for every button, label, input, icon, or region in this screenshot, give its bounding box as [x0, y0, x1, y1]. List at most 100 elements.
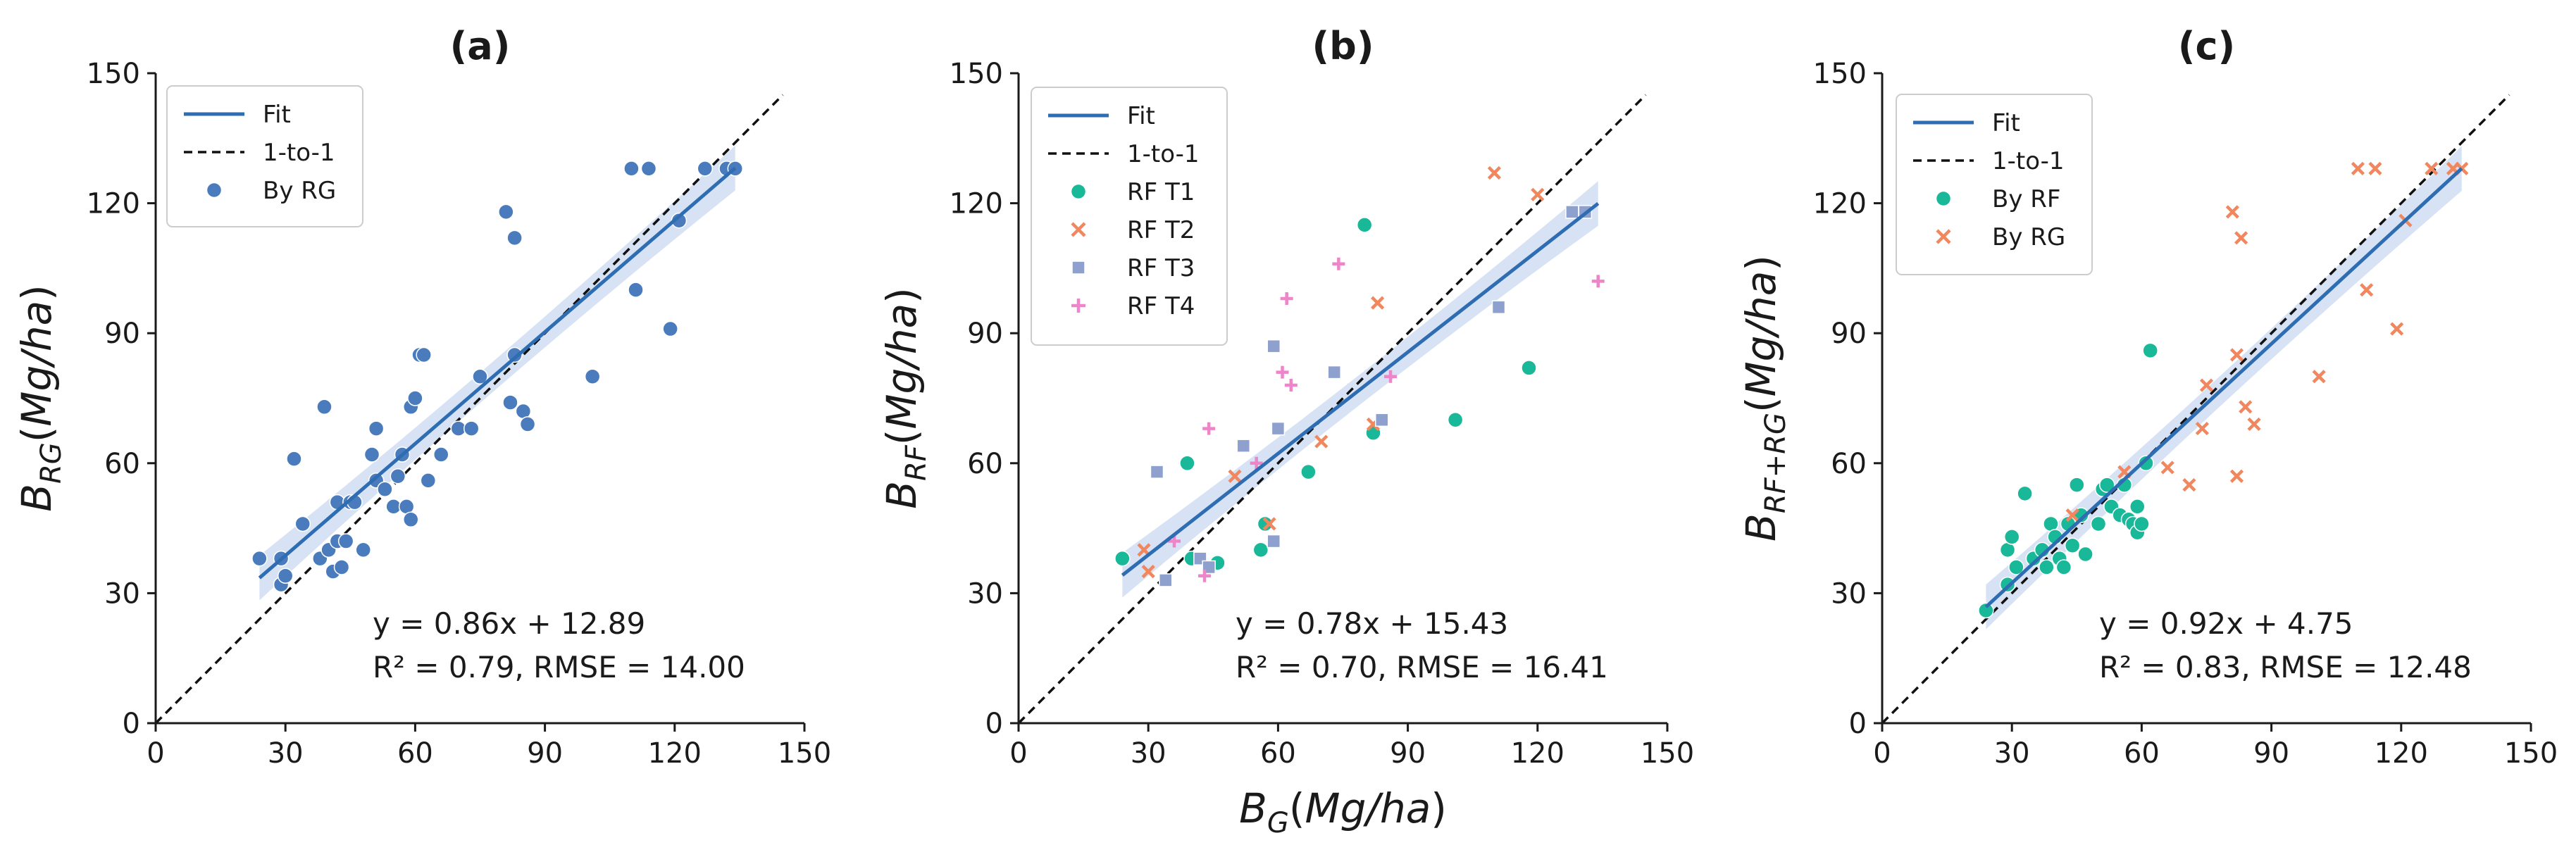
- series-rf-t4: [1168, 257, 1605, 582]
- data-point: [1327, 365, 1341, 380]
- data-point: [463, 420, 480, 437]
- y-tick-label: 90: [104, 318, 140, 350]
- panel-title: (a): [450, 24, 511, 68]
- one-to-one-line: [154, 94, 784, 725]
- data-point: [640, 161, 657, 177]
- y-tick-label: 120: [1813, 188, 1867, 220]
- data-point: [519, 416, 536, 432]
- panel-2: 00 30 30 60 60 90 90 120 120 150 150 (b) BRF(Mg/ha) B…: [878, 24, 1694, 839]
- data-point: [1198, 569, 1212, 582]
- y-tick-label: 90: [967, 318, 1003, 350]
- legend-entry: Fit: [263, 101, 291, 129]
- x-tick-label: 120: [2375, 737, 2428, 770]
- data-point: [584, 368, 601, 384]
- y-tick-label: 30: [967, 577, 1003, 610]
- data-point: [1114, 550, 1131, 567]
- y-tick-label: 150: [87, 58, 140, 90]
- data-point: [277, 568, 294, 584]
- data-point: [407, 390, 423, 406]
- x-tick-label: 90: [1390, 737, 1426, 770]
- x-tick-label: 60: [397, 737, 433, 770]
- data-point: [2368, 161, 2382, 175]
- data-point: [377, 481, 393, 497]
- data-point: [628, 282, 644, 298]
- data-point: [2425, 161, 2439, 175]
- fit-line: [258, 166, 737, 580]
- fit-equation: y = 0.86x + 12.89: [373, 606, 645, 641]
- data-point: [416, 346, 432, 363]
- data-point: [502, 394, 518, 411]
- data-point: [1487, 165, 1501, 180]
- data-point: [2390, 322, 2404, 336]
- panel-1: 00 30 30 60 60 90 90 120 120 150 150 (a) BRG(Mg/ha) y…: [13, 24, 831, 770]
- data-point: [1271, 421, 1286, 436]
- x-tick-label: 0: [1009, 737, 1027, 770]
- panel-3: 00 30 30 60 60 90 90 120 120 150 150 (c) BRF+RG(Mg/h…: [1737, 24, 2558, 770]
- y-tick-label: 30: [104, 577, 140, 610]
- x-tick-label: 120: [1511, 737, 1564, 770]
- legend: Fit 1-to-1 By RG: [166, 85, 363, 227]
- data-point: [2017, 485, 2033, 502]
- data-point: [1280, 292, 1293, 305]
- data-point: [2312, 370, 2326, 384]
- legend-marker: [1935, 190, 1952, 207]
- y-tick-label: 90: [1831, 318, 1867, 350]
- data-point: [662, 320, 678, 337]
- data-point: [1356, 217, 1373, 233]
- data-point: [286, 451, 302, 467]
- legend-marker: [1936, 229, 1951, 244]
- data-point: [2003, 529, 2020, 545]
- data-point: [2134, 515, 2150, 532]
- x-tick-label: 150: [2504, 737, 2558, 770]
- y-tick-label: 150: [950, 58, 1003, 90]
- data-point: [2065, 508, 2079, 522]
- data-point: [316, 399, 332, 415]
- data-point: [2247, 417, 2261, 432]
- data-point: [1257, 515, 1274, 532]
- data-point: [2077, 546, 2093, 563]
- data-point: [1314, 434, 1329, 449]
- fit-equation: y = 0.92x + 4.75: [2099, 606, 2353, 641]
- data-point: [2039, 559, 2055, 575]
- x-tick-label: 90: [527, 737, 563, 770]
- data-point: [2142, 342, 2158, 359]
- series-rf-t3: [1150, 205, 1593, 587]
- data-point: [294, 515, 311, 532]
- legend-entry: 1-to-1: [1992, 147, 2065, 175]
- legend-entry: RF T1: [1127, 178, 1195, 206]
- data-point: [1267, 339, 1281, 353]
- data-point: [2225, 205, 2239, 219]
- legend-entry: 1-to-1: [263, 139, 335, 167]
- data-point: [251, 550, 268, 567]
- x-tick-label: 60: [1260, 737, 1296, 770]
- data-point: [2008, 559, 2024, 575]
- legend-box: [1896, 94, 2093, 275]
- legend-box: [1031, 87, 1228, 346]
- y-tick-label: 120: [950, 188, 1003, 220]
- data-point: [1531, 187, 1545, 201]
- y-tick-label: 150: [1813, 58, 1867, 90]
- data-point: [333, 559, 350, 575]
- legend-entry: RF T3: [1127, 254, 1195, 282]
- x-tick-label: 30: [1131, 737, 1166, 770]
- fit-statistics: R² = 0.79, RMSE = 14.00: [373, 650, 745, 684]
- legend: Fit 1-to-1 RF T1 RF T2 RF T3 RF T4: [1031, 87, 1228, 346]
- data-point: [390, 468, 406, 484]
- data-point: [1202, 422, 1216, 435]
- panel-title: (b): [1312, 24, 1374, 68]
- y-axis-label: BRG(Mg/ha): [13, 284, 68, 512]
- data-point: [1565, 205, 1579, 219]
- data-point: [1228, 469, 1242, 483]
- data-point: [2234, 231, 2248, 245]
- data-point: [420, 472, 437, 489]
- fit-equation: y = 0.78x + 15.43: [1236, 606, 1508, 641]
- x-tick-label: 0: [147, 737, 164, 770]
- x-tick-label: 150: [1641, 737, 1694, 770]
- legend-entry: Fit: [1992, 109, 2020, 137]
- x-tick-label: 60: [2124, 737, 2160, 770]
- legend-marker: [1070, 183, 1087, 200]
- legend-entry: By RG: [263, 177, 336, 205]
- data-point: [1150, 465, 1164, 479]
- data-point: [2160, 461, 2174, 475]
- data-point: [403, 511, 419, 528]
